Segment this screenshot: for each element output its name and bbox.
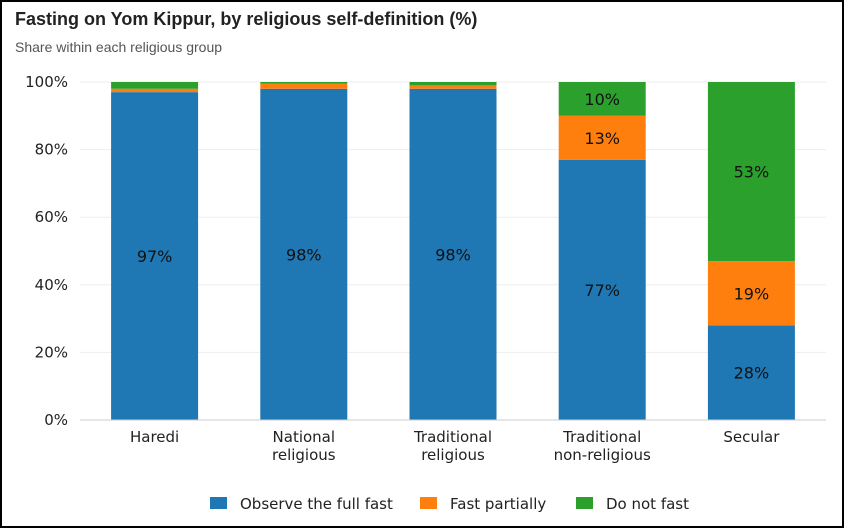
data-label: 97% [137, 247, 173, 266]
legend-swatch [210, 497, 227, 509]
x-tick-label: religious [421, 446, 485, 464]
x-tick-label: religious [272, 446, 336, 464]
legend-swatch [576, 497, 593, 509]
bar-segment [260, 83, 348, 89]
data-label: 98% [286, 245, 322, 264]
x-tick-label: Haredi [130, 428, 179, 446]
chart-title: Fasting on Yom Kippur, by religious self… [15, 9, 478, 29]
data-label: 13% [584, 129, 620, 148]
bar-segment [111, 82, 199, 89]
chart-subtitle: Share within each religious group [15, 39, 223, 55]
bar-segment [707, 325, 795, 420]
y-tick-label: 60% [35, 208, 68, 226]
legend-label: Fast partially [450, 495, 546, 513]
x-tick-label: National [273, 428, 336, 446]
y-tick-label: 80% [35, 141, 68, 159]
data-label: 53% [734, 163, 770, 182]
y-tick-label: 40% [35, 276, 68, 294]
x-tick-label: Secular [723, 428, 780, 446]
bar-segment [707, 261, 795, 326]
y-tick-label: 100% [25, 73, 68, 91]
data-label: 77% [584, 281, 620, 300]
bar-segment [558, 115, 646, 160]
x-tick-label: Traditional [562, 428, 641, 446]
bar-segment [558, 159, 646, 421]
bar-segment [409, 82, 497, 86]
bar-segment [409, 85, 497, 89]
legend-swatch [420, 497, 437, 509]
bar-segment [111, 92, 199, 420]
data-label: 28% [734, 364, 770, 383]
data-label: 10% [584, 90, 620, 109]
bar-segment [409, 88, 497, 420]
y-tick-label: 20% [35, 343, 68, 361]
bar-segment [558, 82, 646, 116]
bar-segment [260, 82, 348, 84]
bar-segment [707, 82, 795, 262]
x-tick-label: non-religious [554, 446, 651, 464]
y-tick-label: 0% [44, 411, 68, 429]
legend-label: Observe the full fast [240, 495, 393, 513]
bar-segment [111, 88, 199, 93]
legend-label: Do not fast [606, 495, 689, 513]
data-label: 19% [734, 284, 770, 303]
bar-segment [260, 88, 348, 420]
data-label: 98% [435, 245, 471, 264]
x-tick-label: Traditional [413, 428, 492, 446]
